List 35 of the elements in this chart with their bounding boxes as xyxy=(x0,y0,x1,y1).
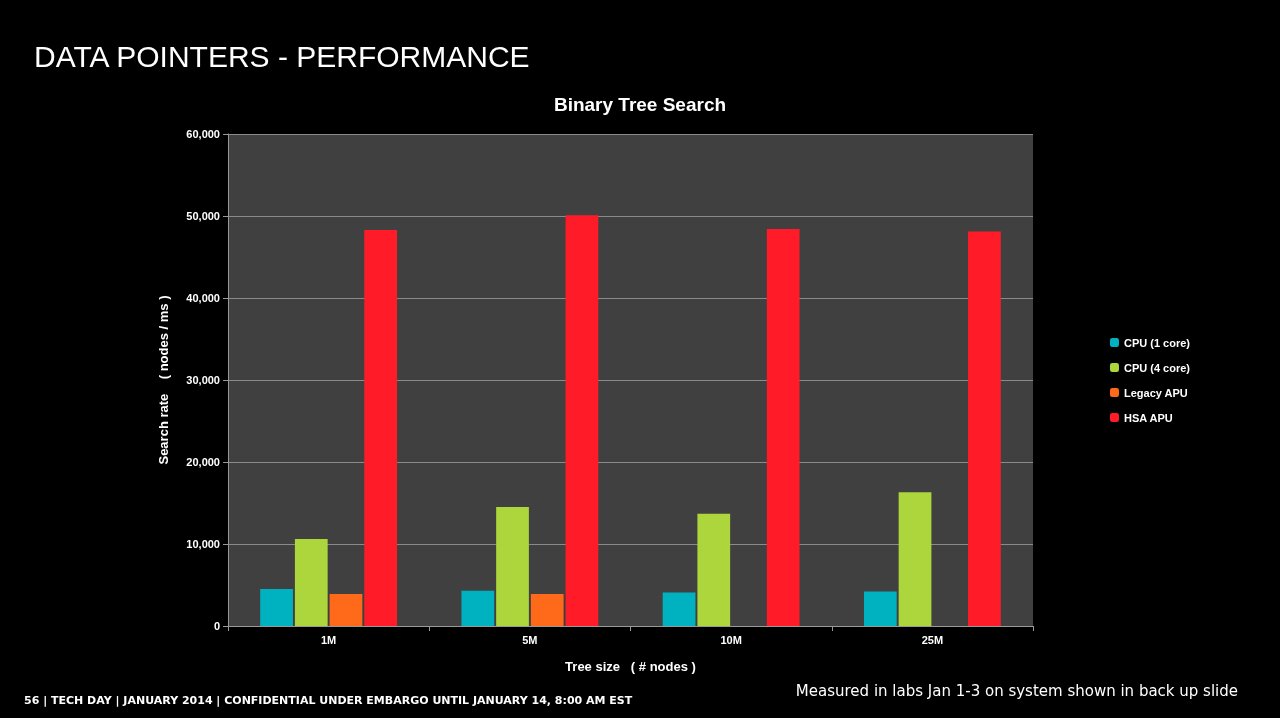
bar xyxy=(898,492,932,626)
x-tick-label: 5M xyxy=(522,633,538,646)
bar xyxy=(294,539,328,626)
x-axis-title: Tree size ( # nodes ) xyxy=(565,659,696,674)
x-tick-label: 25M xyxy=(921,633,944,646)
bar xyxy=(565,215,599,626)
legend-label: Legacy APU xyxy=(1123,386,1188,399)
y-tick-label: 20,000 xyxy=(186,456,220,468)
bar xyxy=(329,594,363,626)
bar xyxy=(697,513,731,626)
bar xyxy=(496,507,529,626)
bar xyxy=(662,592,696,626)
bar xyxy=(364,229,398,626)
bar xyxy=(863,591,897,626)
y-tick-label: 40,000 xyxy=(186,292,220,304)
y-tick-label: 30,000 xyxy=(186,374,220,386)
y-tick-label: 0 xyxy=(213,620,220,632)
bar xyxy=(766,229,800,626)
text: 56 | TECH DAY | JANUARY 2014 | CONFIDENTIAL UNDER EMBARGO UNTIL JANUARY 14, 8:00 AM EST xyxy=(24,694,633,707)
y-tick-label: 60,000 xyxy=(186,128,220,140)
y-axis-title: Search rate ( nodes / ms ) xyxy=(156,295,171,465)
y-tick-label: 10,000 xyxy=(186,538,220,550)
bar xyxy=(260,589,293,626)
chart-subtitle: Binary Tree Search xyxy=(553,94,727,115)
bar xyxy=(461,590,495,626)
chart-title: DATA POINTERS - PERFORMANCE xyxy=(34,40,530,74)
legend-label: HSA APU xyxy=(1123,411,1173,424)
x-tick-label: 10M xyxy=(720,633,742,646)
y-tick-label: 50,000 xyxy=(186,210,220,222)
legend-label: CPU (4 core) xyxy=(1123,361,1191,374)
x-tick-label: 1M xyxy=(320,633,337,646)
bar xyxy=(530,594,564,626)
text: Measured in labs Jan 1-3 on system shown in back up slide xyxy=(795,682,1238,700)
legend-label: CPU (1 core) xyxy=(1123,336,1191,349)
bar xyxy=(968,231,1001,626)
